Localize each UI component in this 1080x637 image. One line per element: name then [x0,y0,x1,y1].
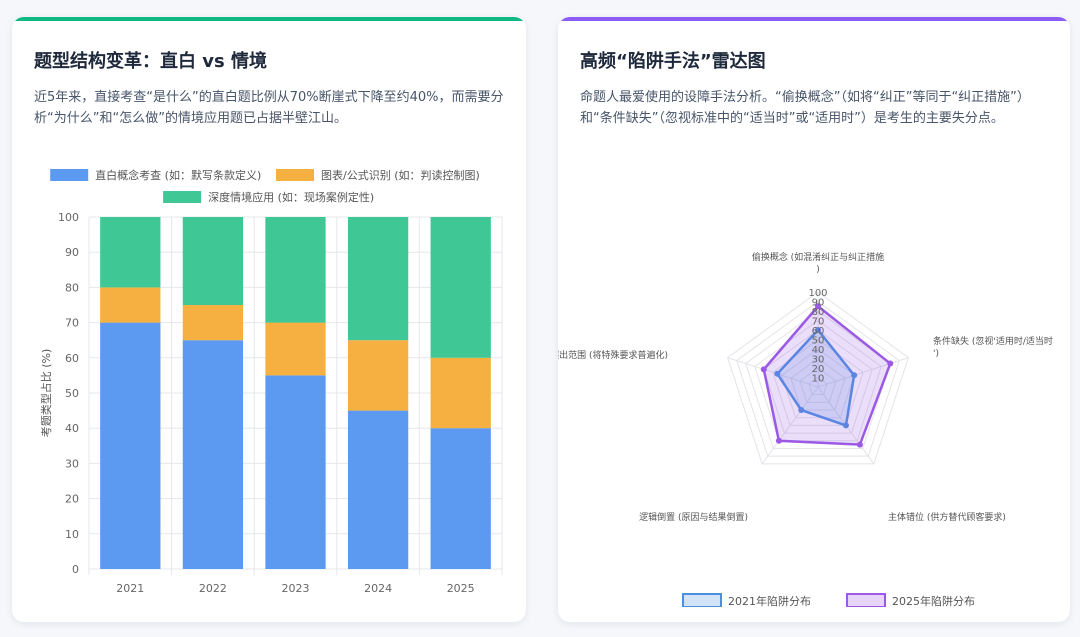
legend-label: 直白概念考查 (如：默写条款定义) [95,168,261,182]
legend-swatch [163,191,202,203]
bar-segment [430,428,491,569]
radar-tick-label: 90 [812,298,825,309]
bar-segment [347,410,409,569]
radar-axis-label: 超出范围 (将特殊要求普遍化) [558,349,668,361]
y-tick-label: 70 [65,317,79,330]
radar-tick-label: 40 [812,345,825,356]
radar-point [851,372,858,379]
legend-swatch [682,593,722,607]
radar-grid-ring [772,338,864,426]
radar-grid-ring [799,367,837,403]
radar-tick-label: 10 [812,374,825,385]
x-tick-label: 2023 [282,582,310,593]
legend-swatch [846,593,886,607]
y-tick-label: 40 [65,422,79,435]
y-tick-label: 10 [65,528,79,541]
radar-grid-ring [781,348,855,419]
radar-grid-ring [727,291,909,465]
y-tick-label: 100 [58,211,79,224]
radar-axis-label: 偷换概念 (如混淆纠正与纠正措施) [752,251,884,275]
bar-segment [347,217,409,341]
stacked-bar-chart: 直白概念考查 (如：默写条款定义) 图表/公式识别 (如：判读控制图) 深度情境应用… [39,168,503,593]
bar-segment [430,217,491,358]
legend-label: 深度情境应用 (如：现场案例定性) [208,190,374,204]
bar-segment [265,217,326,323]
radar-tick-label: 80 [812,307,825,318]
radar-point [798,407,805,414]
bar-segment [347,340,409,411]
card-description: 近5年来，直接考查“是什么”的直白题比例从70%断崖式下降至约40%，而需要分析… [34,90,504,126]
radar-point [760,366,767,373]
radar-point [856,441,863,448]
bar-segment [100,287,161,323]
y-axis-label: 考题类型占比 (%) [39,349,53,438]
card-title: 高频“陷阱手法”雷达图 [580,51,766,72]
x-tick-label: 2024 [364,582,392,593]
x-tick-label: 2022 [199,582,227,593]
radar-tick-label: 60 [812,326,825,337]
radar-spoke [727,357,819,388]
y-tick-label: 50 [65,387,79,400]
radar-point [887,360,894,367]
structure-card: 题型结构变革：直白 vs 情境 近5年来，直接考查“是什么”的直白题比例从70%… [12,17,526,622]
y-tick-label: 60 [65,352,79,365]
legend-swatch [50,169,89,181]
radar-grid-ring [790,357,846,411]
bar-segment [100,322,161,569]
radar-tick-label: 100 [808,288,827,299]
legend-label: 图表/公式识别 (如：判读控制图) [321,168,480,182]
card-accent-bar [558,17,1070,21]
bar-segment [100,217,161,288]
card-title: 题型结构变革：直白 vs 情境 [34,51,267,72]
radar-tick-label: 20 [812,364,825,375]
radar-grid-ring [763,329,873,434]
y-tick-label: 80 [65,281,79,294]
radar-tick-label: 70 [812,317,825,328]
bar-segment [265,322,326,376]
card-accent-bar [12,17,526,21]
radar-tick-label: 50 [812,336,825,347]
y-tick-label: 20 [65,493,79,506]
radar-point [815,303,821,310]
radar-axis-label: 主体错位 (供方替代顾客要求) [888,511,1006,523]
radar-grid-ring [754,319,882,442]
radar-point [842,422,849,429]
legend-swatch [276,169,314,181]
x-tick-label: 2025 [447,582,475,593]
radar-point [775,437,782,444]
radar-spoke [817,357,909,388]
y-tick-label: 30 [65,457,79,470]
bar-segment [430,357,491,429]
legend-label: 2025年陷阱分布 [892,594,975,607]
y-tick-label: 90 [65,246,79,259]
card-description: 命题人最爱使用的设障手法分析。“偷换概念”（如将“纠正”等同于“纠正措施”）和“… [580,90,1030,126]
radar-series-area [775,328,856,428]
bar-segment [182,217,244,305]
x-tick-label: 2021 [116,582,144,593]
radar-point [815,327,821,333]
radar-card: 高频“陷阱手法”雷达图 命题人最爱使用的设障手法分析。“偷换概念”（如将“纠正”… [558,17,1070,622]
legend-label: 2021年陷阱分布 [728,594,811,607]
radar-axis-label: 逻辑倒置 (原因与结果倒置) [639,511,748,523]
y-tick-label: 0 [72,563,79,576]
radar-point [774,370,781,377]
radar-grid-ring [736,300,900,457]
radar-axis-label: 条件缺失 (忽视'适用时/适当时') [933,335,1053,359]
bar-segment [265,375,326,569]
bar-segment [182,340,244,569]
radar-tick-label: 30 [812,355,825,366]
radar-grid-ring [808,376,828,396]
radar-series-area [762,304,892,446]
bar-segment [182,305,244,341]
radar-spoke [761,386,819,465]
